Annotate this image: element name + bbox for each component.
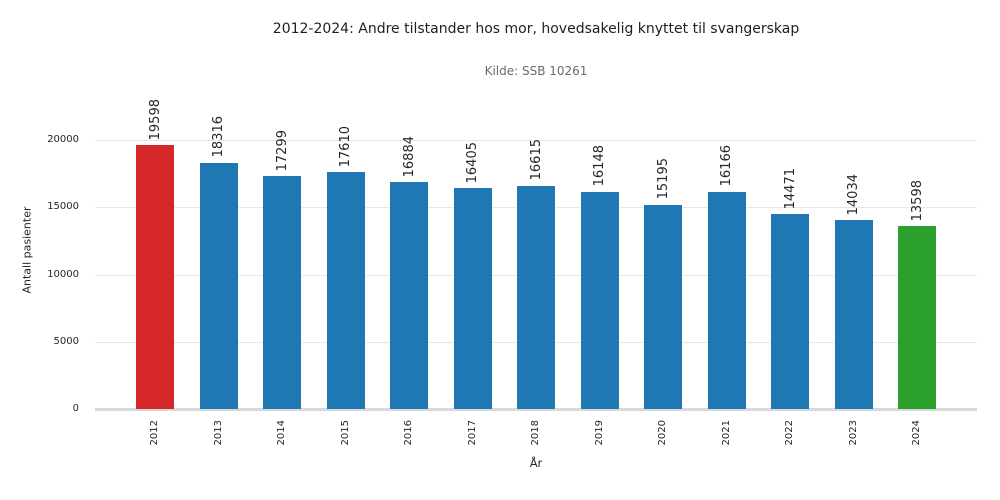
bar-value-label: 17299 bbox=[274, 130, 290, 172]
x-tick-label: 2024 bbox=[911, 420, 922, 446]
bar-value-label: 16166 bbox=[719, 145, 734, 187]
bar-value-label: 13598 bbox=[909, 179, 925, 222]
y-tick-label: 20000 bbox=[47, 134, 79, 146]
bar-value-label: 19598 bbox=[147, 99, 163, 141]
bar-2022 bbox=[771, 214, 809, 409]
x-tick-label: 2020 bbox=[657, 420, 668, 446]
bar-2018 bbox=[517, 185, 555, 409]
bar-value-label: 16148 bbox=[592, 145, 607, 187]
bar-value-label: 16405 bbox=[465, 142, 480, 184]
x-tick-label: 2012 bbox=[149, 420, 160, 446]
bar-value-label: 18316 bbox=[211, 116, 226, 158]
x-tick-label: 2016 bbox=[403, 420, 414, 446]
y-tick-label: 15000 bbox=[47, 201, 79, 213]
x-tick-label: 2022 bbox=[784, 420, 795, 446]
bar-2019 bbox=[580, 191, 619, 409]
bar-value-label: 16884 bbox=[401, 135, 417, 177]
bar-2016 bbox=[390, 181, 428, 409]
bar-value-label: 17610 bbox=[338, 125, 353, 168]
bar-value-label: 16615 bbox=[528, 139, 544, 181]
x-axis-line bbox=[95, 408, 977, 411]
bar-2014 bbox=[263, 176, 301, 409]
x-tick-label: 2019 bbox=[593, 420, 605, 446]
y-tick-label: 0 bbox=[72, 403, 79, 414]
chart-subtitle: Kilde: SSB 10261 bbox=[484, 64, 588, 78]
chart-title: 2012-2024: Andre tilstander hos mor, hov… bbox=[272, 21, 800, 37]
bar-2012 bbox=[136, 145, 174, 409]
gridline bbox=[95, 140, 977, 142]
bar-value-label: 14471 bbox=[782, 168, 798, 210]
x-tick-label: 2013 bbox=[212, 420, 224, 446]
x-tick-label: 2023 bbox=[847, 420, 859, 446]
x-axis-label: År bbox=[529, 456, 543, 470]
x-tick-label: 2015 bbox=[339, 420, 351, 446]
bar-2020 bbox=[644, 204, 682, 409]
plot-area: 0 5000 10000 15000 20000 19598 2012 18316 2013 17… bbox=[47, 90, 977, 445]
bar-2015 bbox=[326, 172, 365, 409]
bar-value-label: 14034 bbox=[846, 173, 861, 216]
bar-2024 bbox=[898, 226, 936, 409]
x-tick-label: 2018 bbox=[530, 420, 541, 446]
x-tick-label: 2021 bbox=[720, 420, 732, 446]
bar-2017 bbox=[453, 188, 492, 409]
bar-2023 bbox=[834, 220, 873, 409]
bar-2013 bbox=[199, 162, 238, 409]
y-tick-label: 10000 bbox=[47, 268, 79, 280]
bar-2021 bbox=[707, 191, 746, 409]
x-tick-label: 2017 bbox=[466, 420, 478, 446]
bar-value-label: 15195 bbox=[655, 158, 671, 200]
x-tick-label: 2014 bbox=[276, 420, 287, 446]
y-tick-label: 5000 bbox=[53, 335, 79, 347]
